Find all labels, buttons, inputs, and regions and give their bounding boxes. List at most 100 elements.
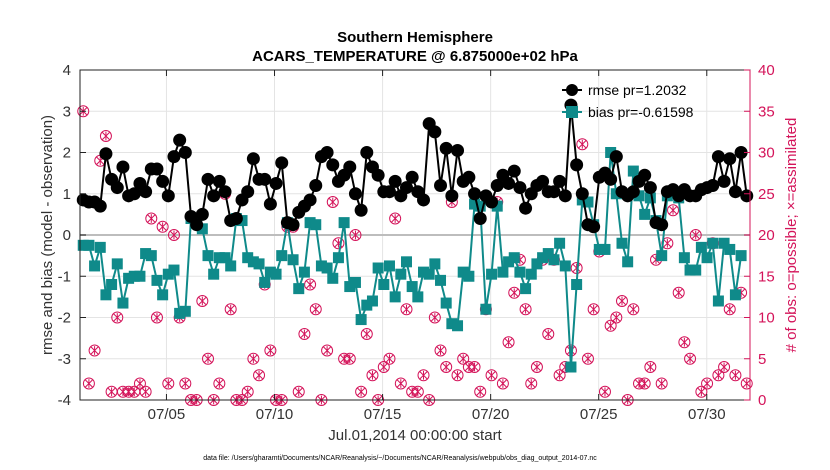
bias-point — [321, 262, 333, 274]
obs-possible-point — [655, 377, 668, 390]
obs-assimilated-point — [476, 387, 485, 397]
bias-point — [565, 361, 577, 373]
obs-assimilated-point — [391, 214, 400, 223]
y-tick-label-left: -1 — [58, 268, 71, 285]
obs-assimilated-point — [243, 387, 252, 397]
x-tick-label: 07/20 — [472, 406, 510, 423]
obs-assimilated-point — [385, 354, 394, 364]
bias-point — [514, 266, 526, 278]
axes: 07/05 07/10 07/15 07/20 07/25 07/30 -4 -3 -2 -1 0 1… — [58, 62, 775, 423]
obs-possible-point — [156, 220, 169, 233]
obs-possible-point — [457, 352, 470, 365]
rmse-point — [604, 172, 618, 186]
bias-point — [633, 190, 645, 202]
rmse-point — [717, 174, 731, 188]
obs-possible-point — [139, 385, 152, 398]
bias-point — [537, 252, 549, 264]
bias-point — [344, 281, 356, 293]
obs-assimilated-point — [328, 197, 337, 207]
bias-point — [525, 268, 537, 280]
obs-assimilated-point — [362, 329, 371, 339]
obs-assimilated-point — [742, 379, 751, 388]
obs-possible-point — [610, 311, 623, 324]
obs-possible-point — [88, 344, 101, 357]
bias-point — [695, 241, 707, 253]
obs-assimilated-point — [584, 354, 592, 364]
obs-possible-point — [383, 352, 396, 365]
rmse-point — [706, 179, 720, 192]
x-axis-label: Jul.01,2014 00:00:00 start — [328, 427, 502, 444]
obs-possible-point — [684, 352, 697, 365]
obs-assimilated-point — [691, 230, 700, 240]
bias-point — [355, 314, 367, 326]
obs-assimilated-point — [90, 346, 99, 355]
bias-point — [418, 266, 430, 278]
obs-assimilated-point — [294, 387, 303, 397]
obs-possible-point — [332, 237, 345, 250]
obs-possible-point — [604, 319, 617, 332]
x-tick-label: 07/30 — [688, 406, 726, 423]
obs-assimilated-point — [255, 370, 263, 380]
obs-assimilated-point — [419, 370, 428, 380]
rmse-point — [286, 218, 300, 232]
obs-possible-point — [701, 377, 714, 390]
rmse-point — [417, 193, 431, 207]
obs-assimilated-point — [544, 329, 553, 339]
rmse-point — [207, 189, 221, 203]
obs-assimilated-point — [453, 370, 462, 380]
x-tick-label: 07/15 — [364, 406, 402, 423]
obs-assimilated-point — [311, 304, 320, 314]
legend-rmse-marker — [566, 84, 578, 96]
bias-point — [276, 250, 288, 262]
bias-point — [571, 279, 583, 290]
bias-point — [264, 266, 276, 278]
obs-assimilated-point — [130, 387, 139, 397]
bias-point — [582, 196, 594, 208]
bias-point — [128, 270, 140, 282]
obs-assimilated-point — [657, 379, 666, 388]
bias-point — [162, 268, 174, 280]
rmse-point — [309, 179, 323, 192]
rmse-point — [99, 147, 113, 161]
bias-point — [463, 270, 475, 282]
bias-point — [599, 243, 611, 255]
obs-possible-point — [326, 196, 339, 208]
obs-possible-point — [678, 336, 691, 349]
bias-point — [480, 303, 492, 315]
rmse-point — [303, 193, 317, 207]
obs-possible-point — [377, 361, 390, 373]
obs-assimilated-point — [249, 354, 258, 364]
obs-assimilated-point — [141, 387, 150, 397]
bias-point — [508, 252, 520, 264]
obs-possible-point — [167, 229, 180, 241]
bias-point — [247, 256, 259, 268]
obs-possible-point — [292, 385, 305, 398]
legend-rmse-label: rmse pr=1.2032 — [588, 82, 687, 98]
obs-possible-point — [213, 377, 226, 390]
y-tick-label-right: 30 — [758, 145, 775, 162]
bias-point — [123, 272, 135, 284]
rmse-point — [343, 160, 357, 174]
bias-point — [83, 239, 95, 251]
obs-possible-point — [553, 369, 566, 382]
obs-possible-point — [667, 204, 680, 217]
obs-possible-point — [729, 369, 742, 382]
bias-point — [389, 291, 401, 303]
bias-point — [440, 297, 452, 309]
rmse-point — [587, 220, 601, 234]
bias-point — [157, 289, 169, 301]
bias-point — [423, 268, 435, 280]
obs-possible-point — [400, 303, 413, 316]
x-tick-label: 07/05 — [148, 406, 186, 423]
bias-point — [474, 200, 486, 212]
bias-point — [179, 305, 191, 317]
obs-assimilated-point — [720, 362, 729, 372]
bias-point — [208, 268, 220, 280]
rmse-point — [643, 181, 657, 195]
rmse-point — [348, 187, 362, 201]
rmse-point — [655, 218, 669, 232]
rmse-point — [127, 187, 141, 201]
bias-point — [140, 248, 152, 260]
obs-possible-point — [434, 344, 447, 357]
bias-point — [77, 239, 89, 251]
